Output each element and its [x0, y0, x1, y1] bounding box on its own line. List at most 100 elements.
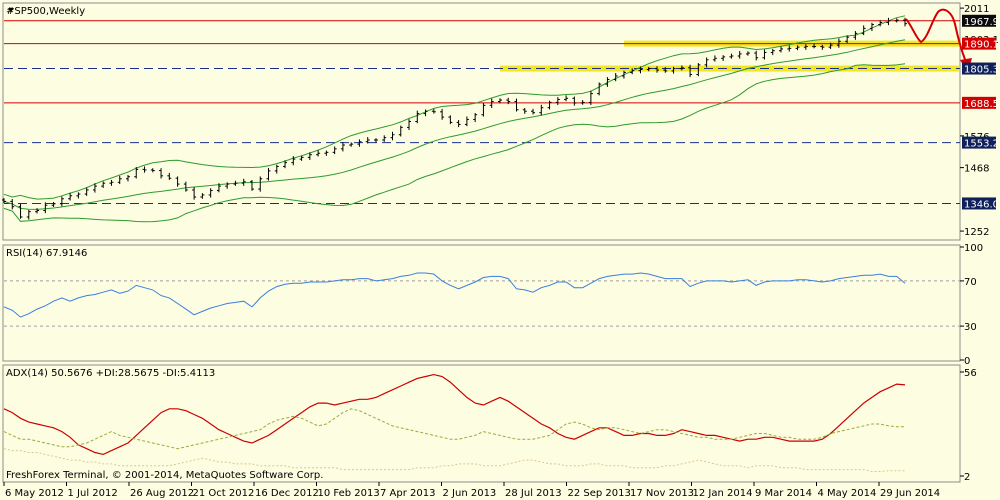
time-tick-label: 28 Jul 2013 [505, 488, 562, 499]
ohlc-bar [18, 203, 23, 219]
ohlc-bar [671, 66, 676, 74]
price-axis: 20111576146812521903.11967.91890.11805.3… [960, 4, 999, 238]
time-tick-label: 1 Jul 2012 [68, 488, 118, 499]
ohlc-bar [506, 97, 511, 105]
time-tick-label: 22 Sep 2013 [568, 488, 631, 499]
ohlc-bar [712, 55, 717, 62]
dropdown-triangle-icon[interactable] [8, 8, 14, 12]
ohlc-bar [621, 70, 626, 79]
chart-title: #SP500,Weekly [6, 6, 85, 17]
ohlc-bar [737, 51, 742, 59]
ohlc-bar [762, 49, 767, 60]
ohlc-bar [522, 107, 527, 114]
ohlc-bar [456, 120, 461, 128]
level-label: 1553.2 [964, 139, 999, 150]
ohlc-bar [564, 95, 569, 102]
time-tick-label: 10 Feb 2013 [318, 488, 380, 499]
ohlc-bar [357, 139, 362, 147]
price-pane[interactable]: 20111576146812521903.11967.91890.11805.3… [2, 2, 999, 241]
ohlc-bar [679, 65, 684, 71]
adx-title: ADX(14) 50.5676 +DI:28.5675 -DI:5.4113 [6, 368, 215, 379]
ohlc-bar [35, 208, 40, 214]
ohlc-bar [2, 198, 6, 204]
ohlc-bar [531, 108, 536, 115]
ohlc-bar [440, 108, 445, 120]
time-tick-label: 7 Apr 2013 [380, 488, 435, 499]
ohlc-bar [101, 181, 106, 188]
ohlc-bar [208, 188, 213, 198]
highlight-band [499, 65, 960, 72]
rsi-pane[interactable]: 100 70 30 0 RSI(14) 67.9146 [2, 243, 983, 367]
ohlc-bar [481, 102, 486, 117]
ohlc-bar [241, 178, 246, 186]
ohlc-bar [59, 196, 64, 207]
price-tick-label: 2011 [964, 4, 989, 15]
time-tick-label: 6 May 2012 [5, 488, 64, 499]
ohlc-bar [43, 202, 48, 214]
level-label: 1967.9 [964, 17, 999, 28]
ohlc-bar [836, 38, 841, 48]
time-tick-label: 9 Mar 2014 [755, 488, 812, 499]
level-label-bg [962, 197, 996, 210]
ohlc-bar [390, 131, 395, 141]
ohlc-bar [316, 150, 321, 157]
ohlc-bar [407, 119, 412, 131]
ohlc-bar [646, 66, 651, 72]
ohlc-bar [795, 45, 800, 51]
bollinger-bands [3, 15, 906, 223]
level-label: 1688.5 [964, 99, 999, 110]
ohlc-bar [324, 150, 329, 156]
ohlc-bar [514, 98, 519, 112]
ohlc-bar [283, 160, 288, 169]
rsi-tick-label: 0 [964, 356, 970, 367]
ohlc-bar [349, 142, 354, 147]
copyright-text: FreshForex Terminal, © 2001-2014, MetaQu… [6, 470, 323, 481]
ohlc-bar [365, 137, 370, 144]
level-label-bg [962, 14, 996, 27]
ohlc-bar [200, 193, 205, 199]
ohlc-bar [431, 108, 436, 114]
ohlc-bar [423, 109, 428, 117]
ohlc-bar [588, 90, 593, 106]
ohlc-bar [861, 25, 866, 36]
adx-tick-label: 2 [964, 472, 970, 483]
ohlc-bar [704, 57, 709, 68]
ohlc-bar [853, 31, 858, 40]
ohlc-bar [812, 43, 817, 49]
ohlc-bar [307, 152, 312, 160]
rsi-pane-frame [2, 244, 961, 362]
ohlc-bar [274, 164, 279, 174]
ohlc-bar [76, 192, 81, 199]
level-label-bg [962, 37, 996, 50]
time-tick-label: 2 Jun 2013 [443, 488, 497, 499]
ohlc-bar [175, 176, 180, 187]
time-tick-label: 4 May 2014 [818, 488, 877, 499]
ohlc-bar [878, 20, 883, 27]
ohlc-bar [820, 44, 825, 50]
ohlc-bar [109, 179, 114, 186]
ohlc-bar [555, 97, 560, 106]
ohlc-bar [729, 53, 734, 59]
ohlc-bar [382, 135, 387, 142]
ohlc-bar [125, 174, 130, 182]
ohlc-bar [770, 48, 775, 56]
level-label-bg [962, 62, 996, 75]
ohlc-bar [84, 187, 89, 196]
ohlc-bar [26, 209, 31, 220]
ohlc-bar [721, 55, 726, 61]
ohlc-bar [142, 166, 147, 173]
ohlc-bar [539, 104, 544, 116]
ohlc-bar [183, 181, 188, 192]
rsi-tick-label: 70 [964, 277, 977, 288]
ohlc-bar [448, 115, 453, 125]
ohlc-bar [373, 138, 378, 143]
ohlc-bar [464, 116, 469, 127]
ohlc-bar [886, 17, 891, 26]
level-label-bg [962, 136, 996, 149]
adx-pane[interactable]: 56 2 ADX(14) 50.5676 +DI:28.5675 -DI:5.41… [2, 364, 977, 483]
ohlc-bar [340, 142, 345, 152]
ohlc-bar [597, 82, 602, 96]
bollinger-upper-band [3, 15, 906, 200]
